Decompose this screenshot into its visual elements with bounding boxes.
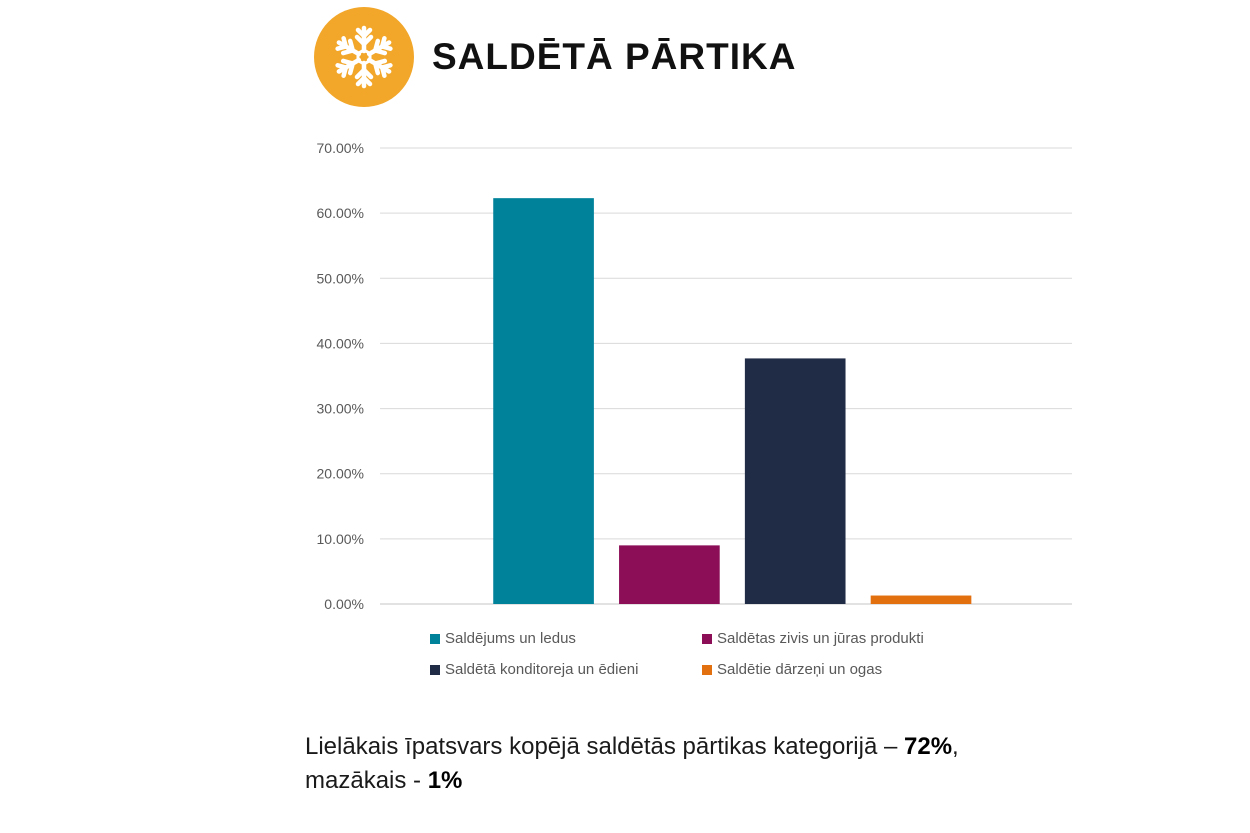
legend-label: Saldētas zivis un jūras produkti xyxy=(717,630,924,647)
bar xyxy=(744,358,846,604)
y-tick-label: 0.00% xyxy=(324,596,364,612)
summary-text: Lielākais īpatsvars kopējā saldētās pārt… xyxy=(305,730,1125,798)
y-tick-label: 60.00% xyxy=(317,205,364,221)
y-tick-label: 40.00% xyxy=(317,335,364,351)
summary-text-3: mazākais - xyxy=(305,767,428,794)
y-tick-label: 10.00% xyxy=(317,531,364,547)
y-tick-label: 20.00% xyxy=(317,466,364,482)
legend-item: Saldētas zivis un jūras produkti xyxy=(702,630,990,647)
legend-swatch xyxy=(702,664,712,675)
summary-text-2: , xyxy=(952,733,959,760)
page-title: SALDĒTĀ PĀRTIKA xyxy=(432,36,797,77)
summary-text-1: Lielākais īpatsvars kopējā saldētās pārt… xyxy=(305,733,904,760)
bars xyxy=(493,198,972,604)
snowflake-badge xyxy=(314,7,414,107)
legend: Saldējums un ledus Saldētas zivis un jūr… xyxy=(430,630,990,678)
y-tick-label: 70.00% xyxy=(317,140,364,156)
legend-item: Saldētā konditoreja un ēdieni xyxy=(430,661,702,678)
legend-item: Saldētie dārzeņi un ogas xyxy=(702,661,990,678)
bar-chart: 0.00% 10.00% 20.00% 30.00% 40.00% 50.00% 60.00… xyxy=(317,140,1072,612)
y-axis-ticks: 0.00% 10.00% 20.00% 30.00% 40.00% 50.00% 60.00… xyxy=(317,140,364,612)
bar xyxy=(493,198,594,604)
summary-value-max: 72% xyxy=(904,733,953,760)
y-tick-label: 30.00% xyxy=(317,401,364,417)
legend-label: Saldētā konditoreja un ēdieni xyxy=(445,661,639,678)
legend-swatch xyxy=(430,633,440,644)
legend-label: Saldējums un ledus xyxy=(445,630,576,647)
gridlines xyxy=(380,147,1072,605)
legend-item: Saldējums un ledus xyxy=(430,630,702,647)
legend-swatch xyxy=(702,633,712,644)
summary-value-min: 1% xyxy=(427,767,463,794)
bar xyxy=(870,595,972,604)
snowflake-icon xyxy=(332,25,396,89)
header: SALDĒTĀ PĀRTIKA xyxy=(314,7,796,107)
bar xyxy=(619,545,720,604)
legend-label: Saldētie dārzeņi un ogas xyxy=(717,661,883,678)
legend-swatch xyxy=(430,664,440,675)
y-tick-label: 50.00% xyxy=(317,270,364,286)
